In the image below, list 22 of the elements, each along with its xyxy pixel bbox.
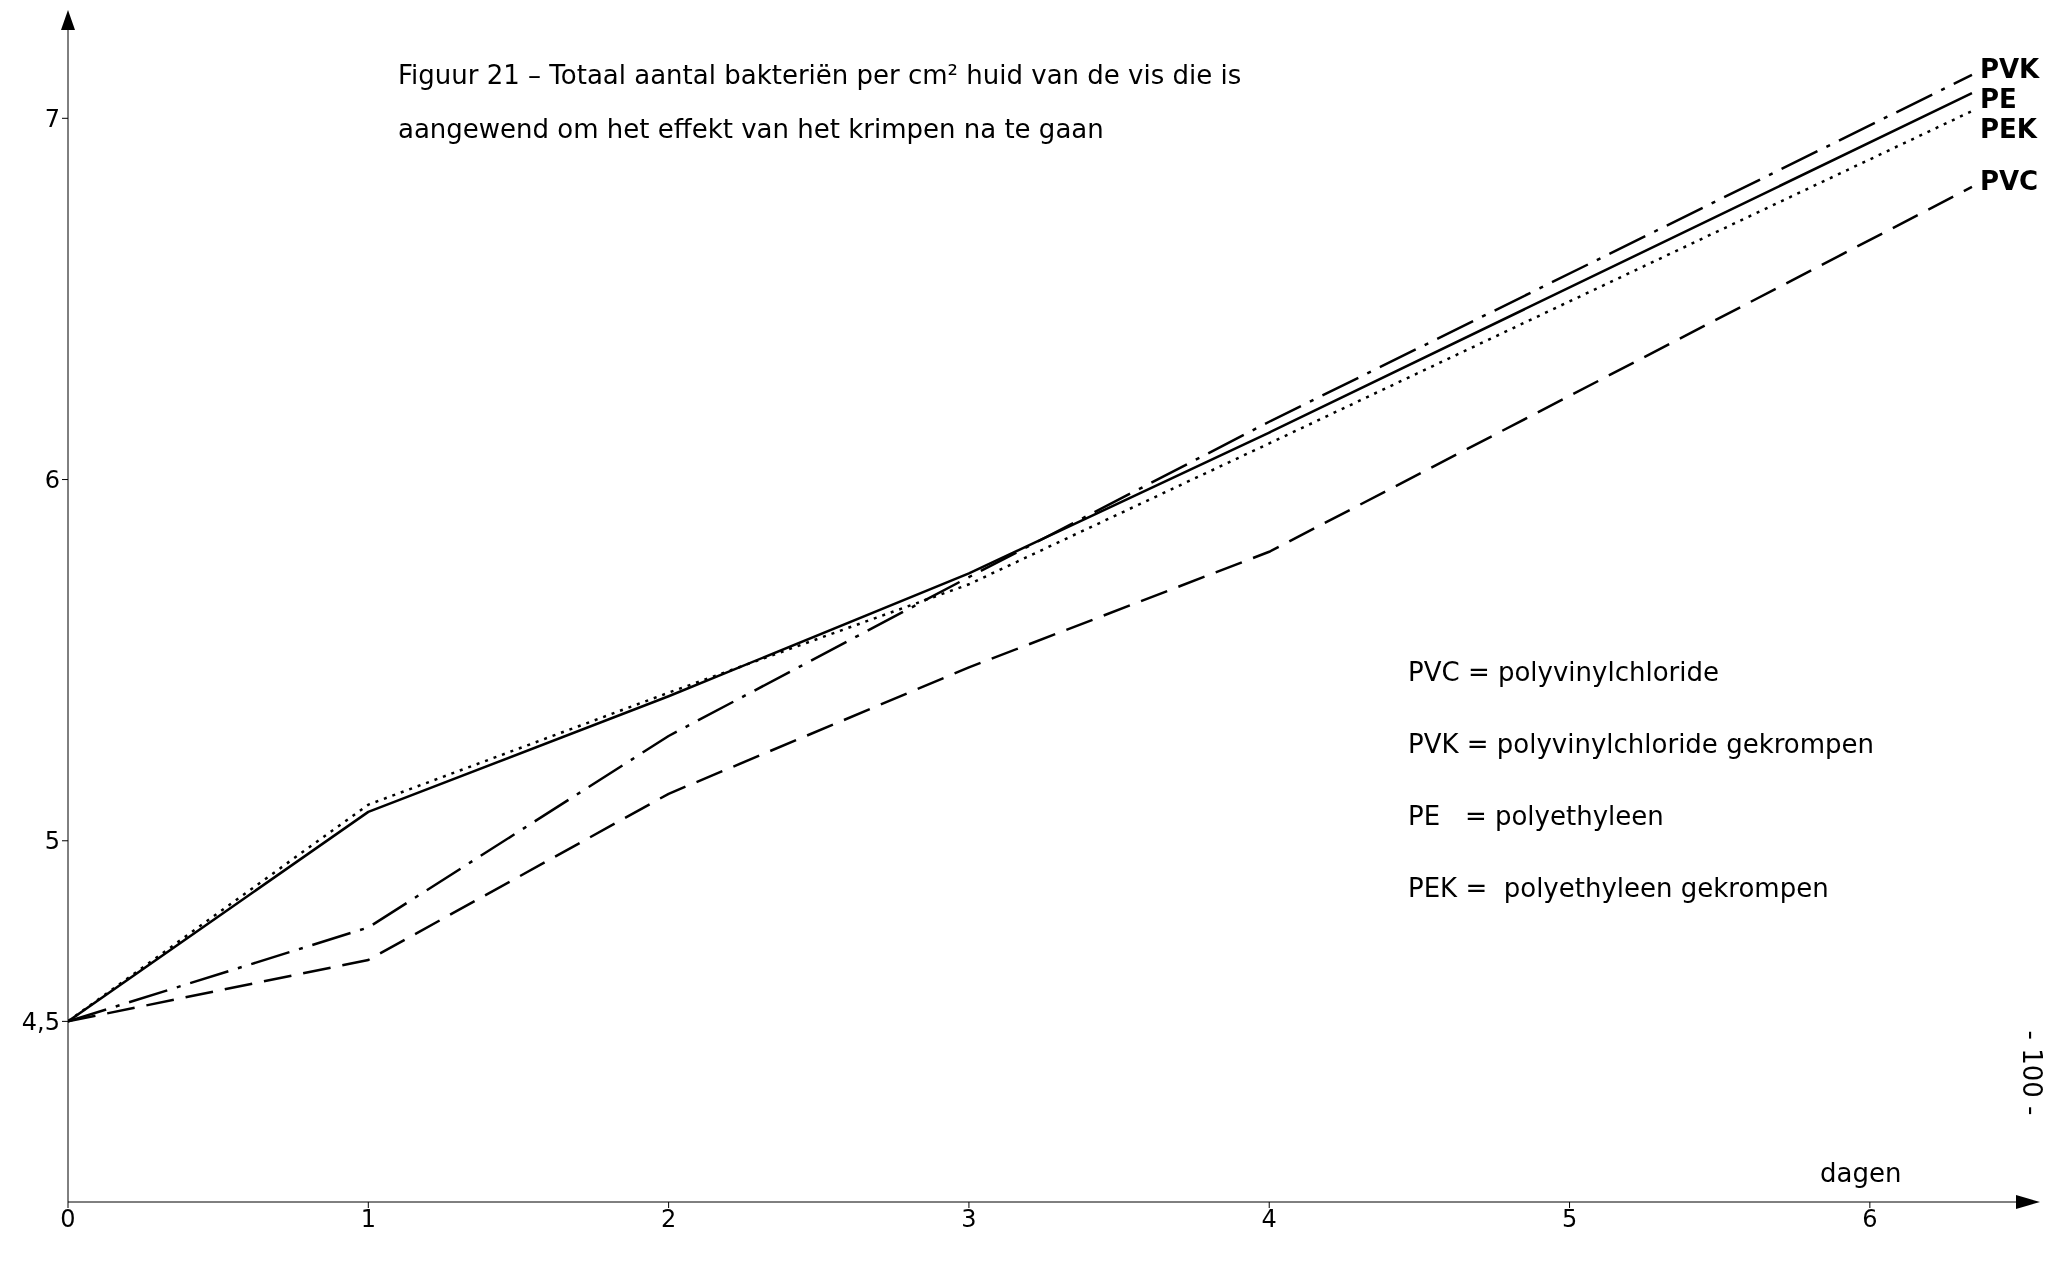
x-tick-label: 3 bbox=[961, 1205, 977, 1234]
x-axis-title: dagen bbox=[1820, 1158, 1902, 1188]
annotation: PEK = polyethyleen gekrompen bbox=[1408, 872, 1830, 905]
annotation: PE = polyethyleen bbox=[1408, 800, 1665, 833]
annotation: - 100 - bbox=[2017, 1030, 2048, 1116]
series-label: PEK bbox=[1979, 113, 2038, 144]
y-tick-label: 7 bbox=[44, 104, 60, 133]
x-tick-label: 5 bbox=[1561, 1205, 1578, 1234]
y-tick-label: 6 bbox=[44, 466, 60, 495]
y-tick-label: 4,5 bbox=[21, 1007, 60, 1036]
x-tick-label: 4 bbox=[1261, 1205, 1277, 1234]
series-label: PVK bbox=[1979, 53, 2041, 84]
x-tick-label: 6 bbox=[1862, 1205, 1878, 1234]
y-tick-label: 5 bbox=[44, 827, 60, 856]
series-label: PVC bbox=[1979, 165, 2039, 196]
annotation: PVC = polyvinylchloride bbox=[1408, 656, 1720, 689]
x-tick-label: 0 bbox=[60, 1205, 76, 1234]
x-tick-label: 1 bbox=[360, 1205, 376, 1234]
x-tick-label: 2 bbox=[660, 1205, 677, 1234]
text: Figuur 21 – Totaal aantal bakteriën per cm² huid van de vis die is aangewend om het effekt van het krimpen na te gaan bbox=[398, 59, 1243, 146]
annotation: PVK = polyvinylchloride gekrompen bbox=[1408, 728, 1875, 761]
series-label: PE bbox=[1979, 83, 2017, 114]
